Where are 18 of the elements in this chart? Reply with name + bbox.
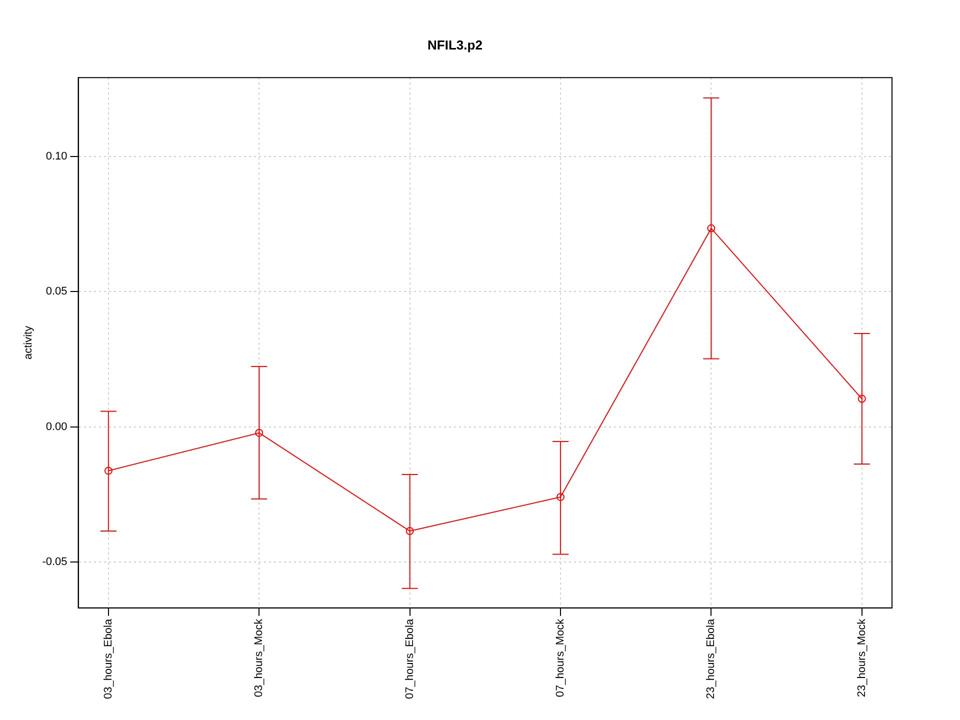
x-tick-label: 03_hours_Mock [253, 618, 266, 698]
point [406, 527, 414, 536]
y-tick-label: -0.05 [42, 556, 68, 568]
point [858, 394, 866, 403]
point [104, 466, 112, 475]
chart-title: NFIL3.p2 [428, 37, 482, 52]
point [556, 492, 564, 501]
x-tick-label: 03_hours_Ebola [102, 618, 114, 700]
y-tick-label: 0.05 [46, 286, 68, 298]
x-tick-label: 07_hours_Ebola [404, 618, 416, 700]
x-tick-label: 23_hours_Ebola [705, 618, 718, 700]
x-tick-label: 23_hours_Mock [856, 618, 868, 698]
point [255, 428, 264, 437]
y-tick-label: 0.00 [46, 420, 68, 433]
point [707, 224, 716, 232]
y-tick-label: 0.10 [46, 150, 68, 162]
y-axis-title: activity [22, 325, 35, 360]
x-tick-label: 07_hours_Mock [554, 618, 567, 698]
